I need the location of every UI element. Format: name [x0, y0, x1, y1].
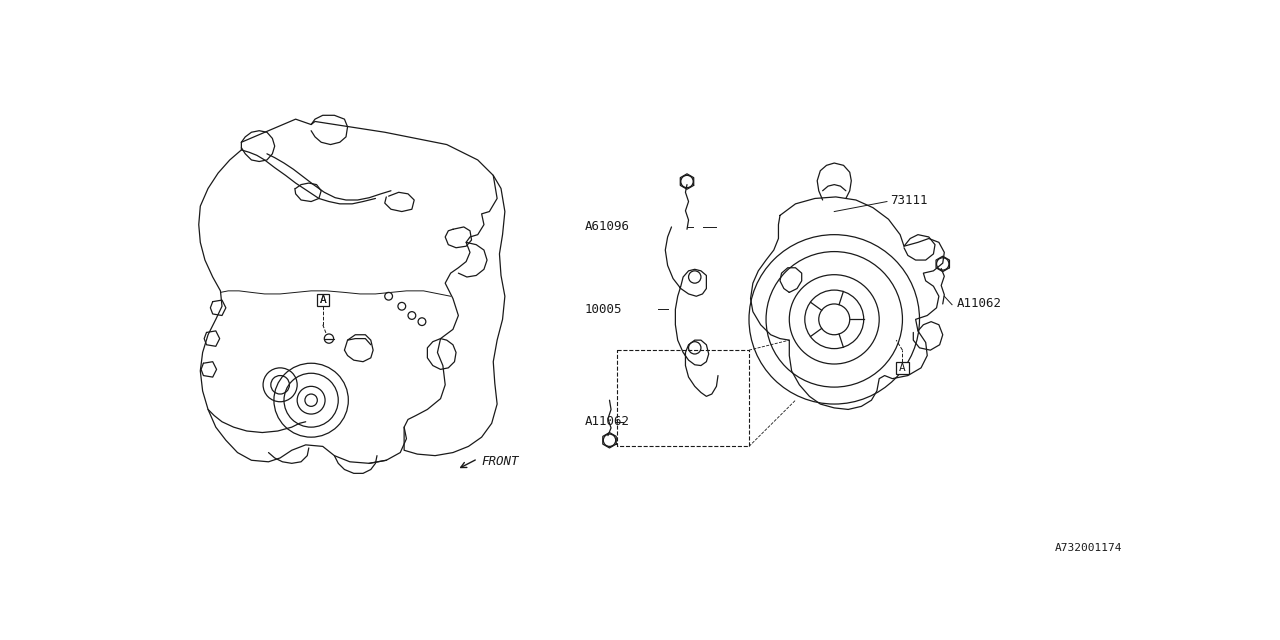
Text: A11062: A11062	[956, 298, 1002, 310]
Text: 73111: 73111	[890, 193, 928, 207]
Text: A11062: A11062	[585, 415, 630, 428]
FancyBboxPatch shape	[896, 362, 909, 374]
FancyBboxPatch shape	[316, 294, 329, 307]
Text: A: A	[899, 363, 906, 373]
Text: FRONT: FRONT	[481, 455, 520, 468]
Text: 10005: 10005	[585, 303, 622, 316]
Text: A: A	[320, 295, 326, 305]
Text: A61096: A61096	[585, 220, 630, 234]
Text: A: A	[320, 295, 326, 305]
Text: A732001174: A732001174	[1055, 543, 1123, 553]
